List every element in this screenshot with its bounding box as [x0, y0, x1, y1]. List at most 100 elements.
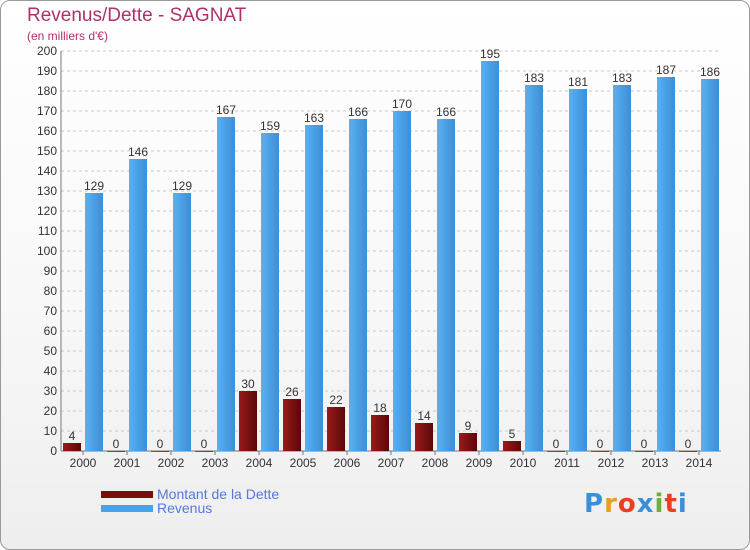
bar-debt — [547, 451, 565, 452]
bar-revenue — [393, 111, 411, 451]
bar-revenue — [481, 61, 499, 451]
x-tick-label: 2013 — [642, 456, 669, 470]
bar-revenue — [261, 133, 279, 451]
logo-letter: t — [664, 489, 678, 519]
y-tick-label: 30 — [44, 384, 58, 398]
data-label-revenue: 163 — [304, 111, 324, 125]
data-label-revenue: 129 — [172, 179, 192, 193]
data-label-revenue: 167 — [216, 103, 236, 117]
chart-subtitle: (en milliers d'€) — [27, 29, 108, 43]
data-label-debt: 30 — [241, 377, 255, 391]
logo-letter: P — [584, 489, 605, 519]
x-tick-label: 2006 — [334, 456, 361, 470]
logo-letter: i — [677, 489, 688, 519]
data-label-debt: 0 — [597, 437, 604, 451]
x-tick-label: 2000 — [70, 456, 97, 470]
x-tick-label: 2007 — [378, 456, 405, 470]
data-label-revenue: 166 — [348, 105, 368, 119]
bar-revenue — [437, 119, 455, 451]
x-tick-label: 2003 — [202, 456, 229, 470]
data-label-debt: 4 — [69, 429, 76, 443]
legend-swatch-revenus — [101, 504, 153, 512]
y-tick-label: 20 — [44, 404, 58, 418]
logo-letter: x — [636, 489, 655, 519]
x-tick-label: 2014 — [686, 456, 713, 470]
bar-revenue — [701, 79, 719, 451]
bar-debt — [283, 399, 301, 451]
data-label-revenue: 186 — [700, 65, 720, 79]
y-tick-label: 180 — [37, 84, 57, 98]
bar-revenue — [349, 119, 367, 451]
bar-revenue — [657, 77, 675, 451]
x-tick-label: 2008 — [422, 456, 449, 470]
bar-revenue — [569, 89, 587, 451]
bar-debt — [591, 451, 609, 452]
data-label-debt: 22 — [329, 393, 343, 407]
x-tick-label: 2005 — [290, 456, 317, 470]
data-label-debt: 0 — [157, 437, 164, 451]
bar-debt — [195, 451, 213, 452]
y-tick-label: 0 — [50, 444, 57, 458]
x-tick-label: 2001 — [114, 456, 141, 470]
x-tick-label: 2011 — [554, 456, 580, 470]
x-tick-label: 2010 — [510, 456, 537, 470]
bar-debt — [635, 451, 653, 452]
bar-debt — [151, 451, 169, 452]
data-label-debt: 26 — [285, 385, 299, 399]
y-tick-label: 150 — [37, 144, 57, 158]
y-tick-label: 60 — [44, 324, 58, 338]
x-tick-label: 2012 — [598, 456, 625, 470]
data-label-revenue: 129 — [84, 179, 104, 193]
data-label-revenue: 166 — [436, 105, 456, 119]
data-label-debt: 14 — [417, 409, 431, 423]
data-label-debt: 5 — [509, 427, 516, 441]
data-label-revenue: 195 — [480, 47, 500, 61]
bar-debt — [63, 443, 81, 451]
data-label-debt: 9 — [465, 419, 472, 433]
y-tick-label: 130 — [37, 184, 57, 198]
y-tick-label: 80 — [44, 284, 58, 298]
logo-letter: i — [654, 489, 665, 519]
legend-item-dette: Montant de la Dette — [101, 486, 279, 502]
bar-revenue — [305, 125, 323, 451]
y-tick-label: 140 — [37, 164, 57, 178]
y-tick-label: 190 — [37, 64, 57, 78]
data-label-revenue: 183 — [524, 71, 544, 85]
y-tick-label: 170 — [37, 104, 57, 118]
y-tick-label: 50 — [44, 344, 58, 358]
bar-revenue — [525, 85, 543, 451]
y-tick-label: 90 — [44, 264, 58, 278]
data-label-revenue: 159 — [260, 119, 280, 133]
data-label-debt: 0 — [685, 437, 692, 451]
y-tick-label: 160 — [37, 124, 57, 138]
bar-debt — [415, 423, 433, 451]
bar-revenue — [173, 193, 191, 451]
data-label-revenue: 146 — [128, 145, 148, 159]
bar-revenue — [129, 159, 147, 451]
data-label-revenue: 170 — [392, 97, 412, 111]
data-label-revenue: 181 — [568, 75, 588, 89]
bar-debt — [327, 407, 345, 451]
bar-revenue — [217, 117, 235, 451]
data-label-debt: 0 — [113, 437, 120, 451]
chart-title: Revenus/Dette - SAGNAT — [27, 5, 247, 26]
y-tick-label: 70 — [44, 304, 58, 318]
chart-legend: Montant de la Dette Revenus — [101, 486, 279, 516]
bar-debt — [503, 441, 521, 451]
bar-debt — [239, 391, 257, 451]
bar-debt — [371, 415, 389, 451]
data-label-debt: 0 — [201, 437, 208, 451]
x-tick-label: 2002 — [158, 456, 185, 470]
y-tick-label: 120 — [37, 204, 57, 218]
data-label-revenue: 187 — [656, 63, 676, 77]
data-label-debt: 0 — [641, 437, 648, 451]
data-label-revenue: 183 — [612, 71, 632, 85]
bar-debt — [107, 451, 125, 452]
logo-letter: o — [617, 489, 637, 519]
y-tick-label: 200 — [37, 44, 57, 58]
logo-letter: r — [604, 489, 618, 519]
x-tick-label: 2009 — [466, 456, 493, 470]
y-tick-label: 110 — [38, 224, 57, 238]
legend-swatch-dette — [101, 490, 153, 498]
